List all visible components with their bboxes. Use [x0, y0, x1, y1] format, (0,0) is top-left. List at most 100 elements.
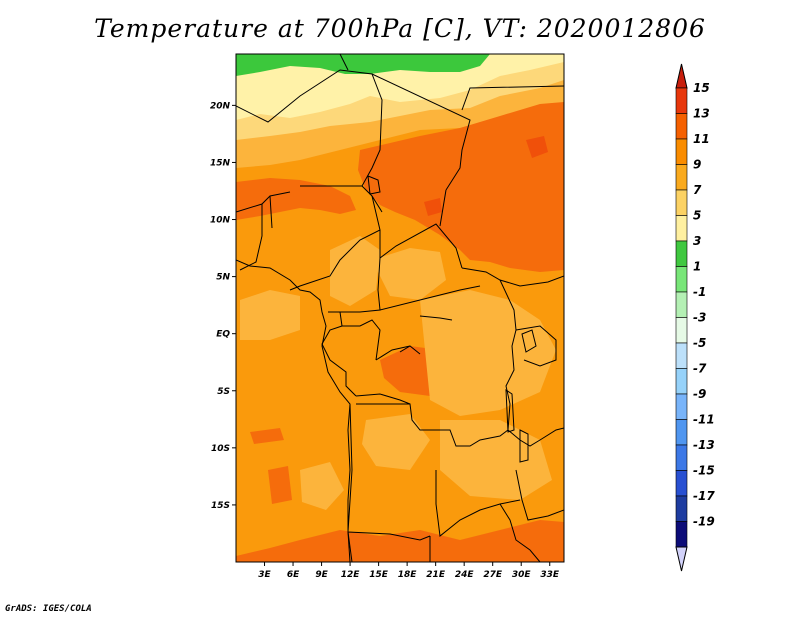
lake-outline [505, 389, 515, 433]
lat-tick-label: 20N [210, 101, 231, 111]
colorbar-label: -17 [693, 489, 715, 503]
lon-tick-label: 3E [258, 570, 271, 580]
lon-tick-label: 24E [455, 570, 475, 580]
border-segment [499, 279, 517, 431]
colorbar-top-arrow [675, 63, 688, 89]
colorbar-label: 13 [693, 107, 710, 121]
lat-tick-label: 5N [216, 273, 230, 283]
border-segment [236, 191, 291, 213]
lat-tick-label: 15N [210, 158, 231, 168]
colorbar-segment [675, 521, 688, 548]
lake-outline [519, 429, 529, 463]
lon-tick-label: 30E [512, 570, 532, 580]
colorbar-label: -19 [693, 515, 715, 529]
colorbar-segment [675, 495, 688, 522]
colorbar-label: -15 [693, 464, 715, 478]
map-frame [235, 53, 565, 563]
colorbar-label: 3 [693, 234, 701, 248]
lake-outline [367, 175, 381, 195]
map-title: Temperature at 700hPa [C], VT: 202001280… [94, 14, 706, 43]
temperature-field [236, 54, 564, 562]
colorbar-segment [675, 393, 688, 420]
field-light-south-central [362, 414, 430, 470]
colorbar-segment [675, 419, 688, 446]
colorbar-segment [675, 113, 688, 140]
border-segment [321, 325, 357, 397]
border-segment [439, 189, 564, 287]
border-segment [507, 427, 564, 447]
field-light-central [372, 248, 446, 300]
border-segment [355, 345, 411, 405]
colorbar-label: -7 [693, 362, 707, 376]
border-segment [347, 403, 431, 541]
field-warm-west [236, 178, 356, 220]
border-segment [379, 223, 463, 269]
colorbar-segment [675, 368, 688, 395]
border-segment [356, 403, 509, 447]
field-light-east [420, 290, 556, 416]
border-segment [328, 257, 381, 313]
country-borders [236, 54, 564, 562]
colorbar-segment [675, 291, 688, 318]
colorbar-label: 1 [693, 260, 701, 274]
colorbar-label: -1 [693, 285, 706, 299]
field-light-central-north [330, 236, 380, 306]
field-hot-spot-east [526, 136, 548, 158]
field-green-north [236, 54, 490, 76]
border-segment [499, 503, 541, 562]
colorbar-label: -3 [693, 311, 706, 325]
colorbar-label: 15 [693, 81, 710, 95]
colorbar-segment [675, 444, 688, 471]
colorbar-segment [675, 266, 688, 293]
colorbar-label: -5 [693, 336, 706, 350]
field-light-southwest [300, 462, 344, 510]
border-segment [515, 325, 557, 367]
field-warm-south [236, 520, 564, 562]
river-line [419, 315, 453, 321]
colorbar-label: 7 [693, 183, 702, 197]
lon-tick-label: 15E [369, 570, 389, 580]
field-warm-spot-sw [268, 466, 292, 504]
lake-outline [521, 329, 537, 353]
border-segment [515, 469, 564, 521]
border-segment [239, 195, 273, 271]
colorbar-label: 11 [693, 132, 710, 146]
border-segment [379, 285, 481, 311]
field-light-west [240, 290, 300, 340]
colorbar-label: -11 [693, 413, 715, 427]
lat-tick-label: 10N [210, 216, 231, 226]
lat-tick-label: 5S [217, 387, 230, 397]
colorbar-segment [675, 470, 688, 497]
river-line [399, 345, 421, 355]
colorbar-bottom-arrow [675, 546, 688, 572]
colorbar-segment [675, 189, 688, 216]
lon-tick-label: 18E [398, 570, 418, 580]
lat-tick-label: 10S [211, 444, 230, 454]
colorbar-label: -9 [693, 387, 706, 401]
lon-tick-label: 33E [540, 570, 560, 580]
colorbar-segment [675, 215, 688, 242]
colorbar-label: 9 [693, 158, 701, 172]
colorbar-segment [675, 240, 688, 267]
field-light-southeast [440, 420, 552, 500]
border-segment [339, 311, 381, 361]
colorbar-segment [675, 138, 688, 165]
lon-tick-label: 9E [315, 570, 328, 580]
colorbar-label: 5 [693, 209, 701, 223]
colorbar-label: -13 [693, 438, 715, 452]
grads-credit: GrADS: IGES/COLA [5, 604, 92, 614]
colorbar-segment [675, 164, 688, 191]
colorbar-segment [675, 342, 688, 369]
lon-tick-label: 21E [426, 570, 446, 580]
field-hot-spot-central [424, 198, 442, 216]
border-segment [461, 85, 564, 111]
colorbar: 15 13 11 9 7 5 3 1 -1 -3 -5 -7 -9 -11 -13 -15 -17 -19 [675, 63, 715, 572]
coastline [236, 259, 353, 562]
axis-ticks: 20N 15N 10N 5N EQ 5S 10S 15S 3E 6E 9E 12E 15E 18E 21E 2… [210, 101, 560, 580]
border-segment [339, 54, 471, 191]
lat-tick-label: 15S [211, 501, 230, 511]
colorbar-segment [675, 317, 688, 344]
border-segment [236, 69, 383, 213]
field-warm-spot-west [250, 428, 284, 444]
